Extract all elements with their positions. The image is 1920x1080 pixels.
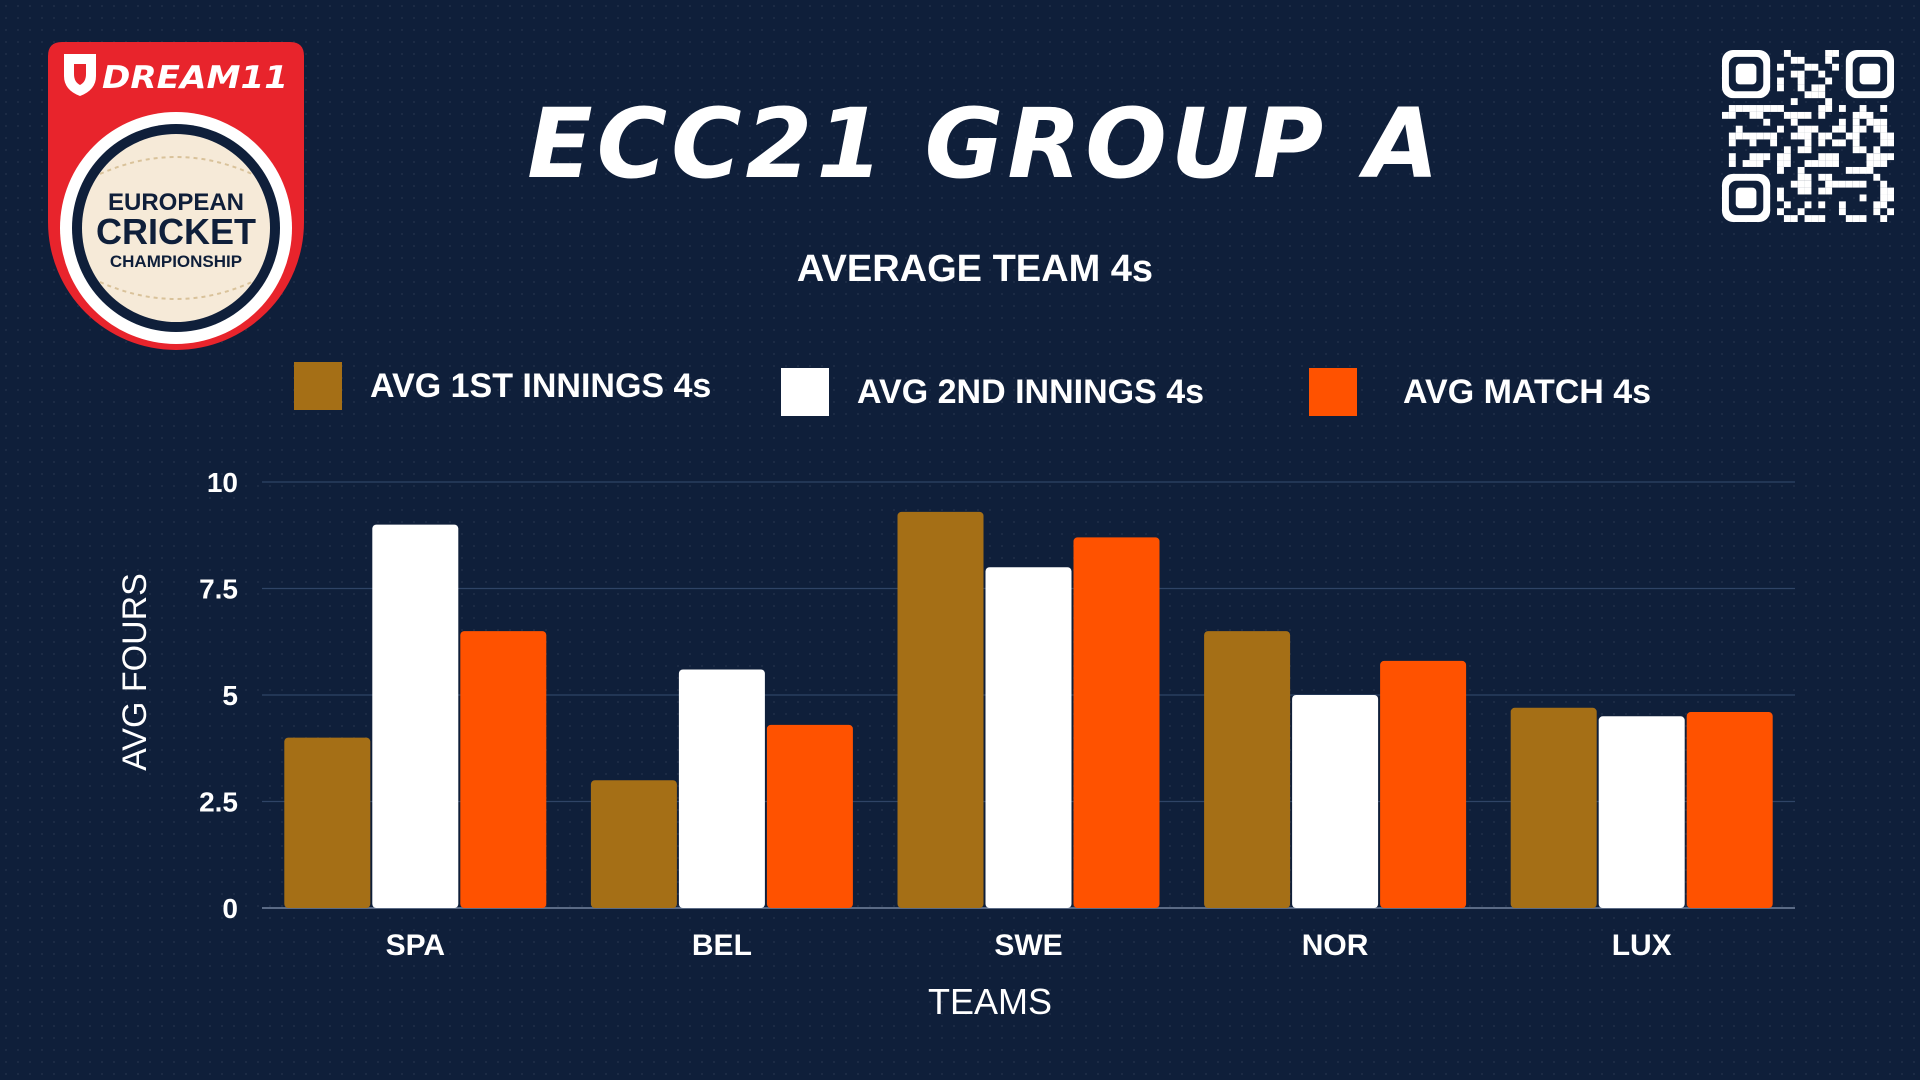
bar-swe-series-2: [985, 567, 1072, 908]
legend-label-2nd-innings: AVG 2ND INNINGS 4s: [857, 372, 1205, 411]
y-tick-label: 2.5: [199, 787, 238, 818]
logo-line1-text: EUROPEAN: [108, 189, 244, 216]
legend-item-1st-innings: AVG 1ST INNINGS 4s: [294, 362, 711, 410]
bar-lux-series-1: [1510, 707, 1597, 908]
legend-label-match: AVG MATCH 4s: [1403, 372, 1652, 411]
logo-line3-text: CHAMPIONSHIP: [110, 252, 242, 271]
y-tick-label: 7.5: [199, 574, 238, 605]
bar-spa-series-3: [460, 631, 547, 908]
x-tick-label-spa: SPA: [386, 929, 445, 962]
x-tick-label-bel: BEL: [692, 929, 752, 962]
dream11-shield-icon: [64, 54, 96, 96]
chart-labels: 0 2.5 5 7.5 10 SPA BEL SWE NOR LUX: [199, 467, 1672, 962]
bar-spa-series-2: [372, 524, 459, 908]
bar-bel-series-3: [766, 724, 853, 908]
bar-spa-series-1: [284, 737, 371, 908]
legend-swatch-1st-innings: [294, 362, 342, 410]
y-tick-label: 5: [222, 680, 238, 711]
chart-bars: [284, 511, 1773, 908]
y-tick-label: 10: [207, 467, 238, 498]
bar-bel-series-1: [590, 780, 677, 908]
european-cricket-championship-logo: DREAM11 EUROPEAN CRICKET CHAMPIONSHIP: [48, 42, 304, 350]
legend-item-match: AVG MATCH 4s: [1309, 368, 1651, 416]
legend-item-2nd-innings: AVG 2ND INNINGS 4s: [781, 368, 1204, 416]
bar-nor-series-3: [1380, 660, 1467, 908]
y-axis-title: AVG FOURS: [116, 573, 154, 771]
logo-line2-text: CRICKET: [96, 211, 256, 252]
bar-swe-series-1: [897, 511, 984, 908]
bar-lux-series-3: [1686, 712, 1773, 908]
bar-swe-series-3: [1073, 537, 1160, 908]
x-tick-label-nor: NOR: [1302, 929, 1369, 962]
x-tick-label-lux: LUX: [1612, 929, 1672, 962]
legend-label-1st-innings: AVG 1ST INNINGS 4s: [370, 366, 712, 405]
bar-bel-series-2: [678, 669, 765, 908]
bar-nor-series-2: [1292, 695, 1379, 908]
legend-swatch-match: [1309, 368, 1357, 416]
qr-code-icon[interactable]: [1722, 50, 1894, 222]
legend-swatch-2nd-innings: [781, 368, 829, 416]
page-title: ECC21 GROUP A: [527, 88, 1443, 200]
chart-subtitle: AVERAGE TEAM 4s: [796, 248, 1154, 290]
bar-nor-series-1: [1204, 631, 1291, 908]
y-tick-label: 0: [222, 893, 238, 924]
logo-brand-text: DREAM11: [102, 60, 288, 96]
bar-lux-series-2: [1598, 716, 1685, 908]
x-axis-title: TEAMS: [928, 981, 1052, 1022]
x-tick-label-swe: SWE: [994, 929, 1062, 962]
